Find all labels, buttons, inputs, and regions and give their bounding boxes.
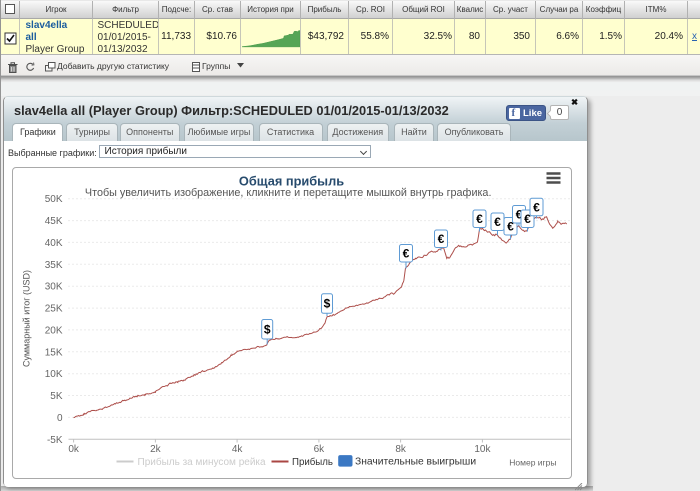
svg-text:$: $	[323, 296, 330, 310]
svg-text:0: 0	[56, 412, 62, 423]
svg-text:-5K: -5K	[46, 434, 62, 445]
svg-text:5K: 5K	[50, 391, 63, 402]
svg-text:Общая прибыль: Общая прибыль	[238, 173, 343, 188]
svg-text:Чтобы увеличить изображение, к: Чтобы увеличить изображение, кликните и …	[84, 187, 491, 199]
svg-text:25K: 25K	[44, 303, 62, 314]
svg-text:Прибыль: Прибыль	[292, 457, 333, 468]
svg-text:35K: 35K	[44, 259, 62, 270]
svg-text:6k: 6k	[313, 444, 325, 455]
svg-text:10k: 10k	[474, 444, 491, 455]
svg-text:8k: 8k	[395, 444, 407, 455]
svg-text:20K: 20K	[44, 325, 62, 336]
svg-text:€: €	[524, 212, 531, 226]
svg-text:0k: 0k	[68, 444, 80, 455]
svg-text:50K: 50K	[44, 194, 62, 205]
svg-text:Номер игры: Номер игры	[509, 457, 556, 467]
svg-text:€: €	[507, 219, 514, 233]
svg-text:€: €	[533, 200, 540, 214]
svg-text:4k: 4k	[231, 444, 243, 455]
svg-text:€: €	[402, 246, 409, 260]
svg-text:Значительные выигрыши: Значительные выигрыши	[355, 456, 476, 467]
svg-text:15K: 15K	[44, 347, 62, 358]
svg-text:Суммарный итог (USD): Суммарный итог (USD)	[21, 269, 31, 366]
svg-text:Прибыль за минусом рейка: Прибыль за минусом рейка	[137, 456, 266, 468]
svg-text:40K: 40K	[44, 237, 62, 248]
svg-text:€: €	[476, 212, 483, 226]
svg-text:30K: 30K	[44, 281, 62, 292]
svg-text:10K: 10K	[44, 369, 62, 380]
svg-text:45K: 45K	[44, 216, 62, 227]
svg-text:€: €	[437, 232, 444, 246]
svg-text:$: $	[263, 322, 270, 336]
svg-text:€: €	[494, 215, 501, 229]
svg-text:2k: 2k	[150, 444, 162, 455]
svg-text:€: €	[515, 207, 522, 221]
